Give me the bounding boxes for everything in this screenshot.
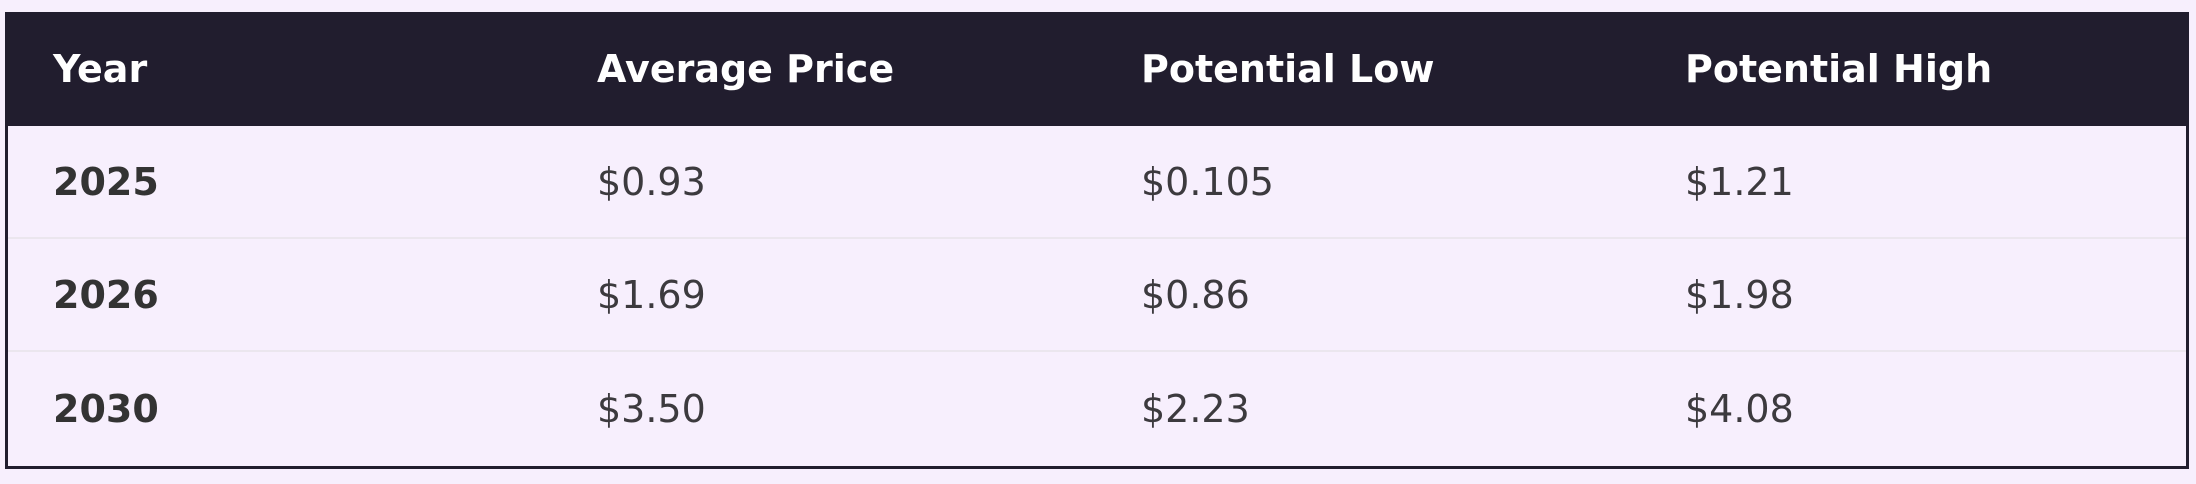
header-average-price: Average Price: [597, 47, 895, 91]
cell-average-price: $3.50: [597, 387, 706, 431]
table-header-row: Year Average Price Potential Low Potenti…: [5, 12, 2189, 126]
cell-average-price: $0.93: [597, 159, 706, 204]
table-row: 2026 $1.69 $0.86 $1.98: [8, 239, 2186, 352]
table-row: 2030 $3.50 $2.23 $4.08: [8, 352, 2186, 466]
cell-year: 2025: [53, 159, 159, 204]
cell-year: 2026: [53, 272, 159, 317]
cell-potential-low: $0.86: [1141, 272, 1250, 317]
header-year: Year: [53, 47, 148, 91]
cell-potential-high: $4.08: [1685, 387, 1794, 431]
cell-potential-low: $2.23: [1141, 387, 1250, 431]
price-prediction-table: Year Average Price Potential Low Potenti…: [5, 12, 2189, 469]
cell-potential-low: $0.105: [1141, 159, 1274, 204]
table-row: 2025 $0.93 $0.105 $1.21: [8, 126, 2186, 239]
cell-average-price: $1.69: [597, 272, 706, 317]
cell-potential-high: $1.21: [1685, 159, 1794, 204]
header-potential-high: Potential High: [1685, 47, 1993, 91]
cell-year: 2030: [53, 387, 159, 431]
cell-potential-high: $1.98: [1685, 272, 1794, 317]
header-potential-low: Potential Low: [1141, 47, 1435, 91]
